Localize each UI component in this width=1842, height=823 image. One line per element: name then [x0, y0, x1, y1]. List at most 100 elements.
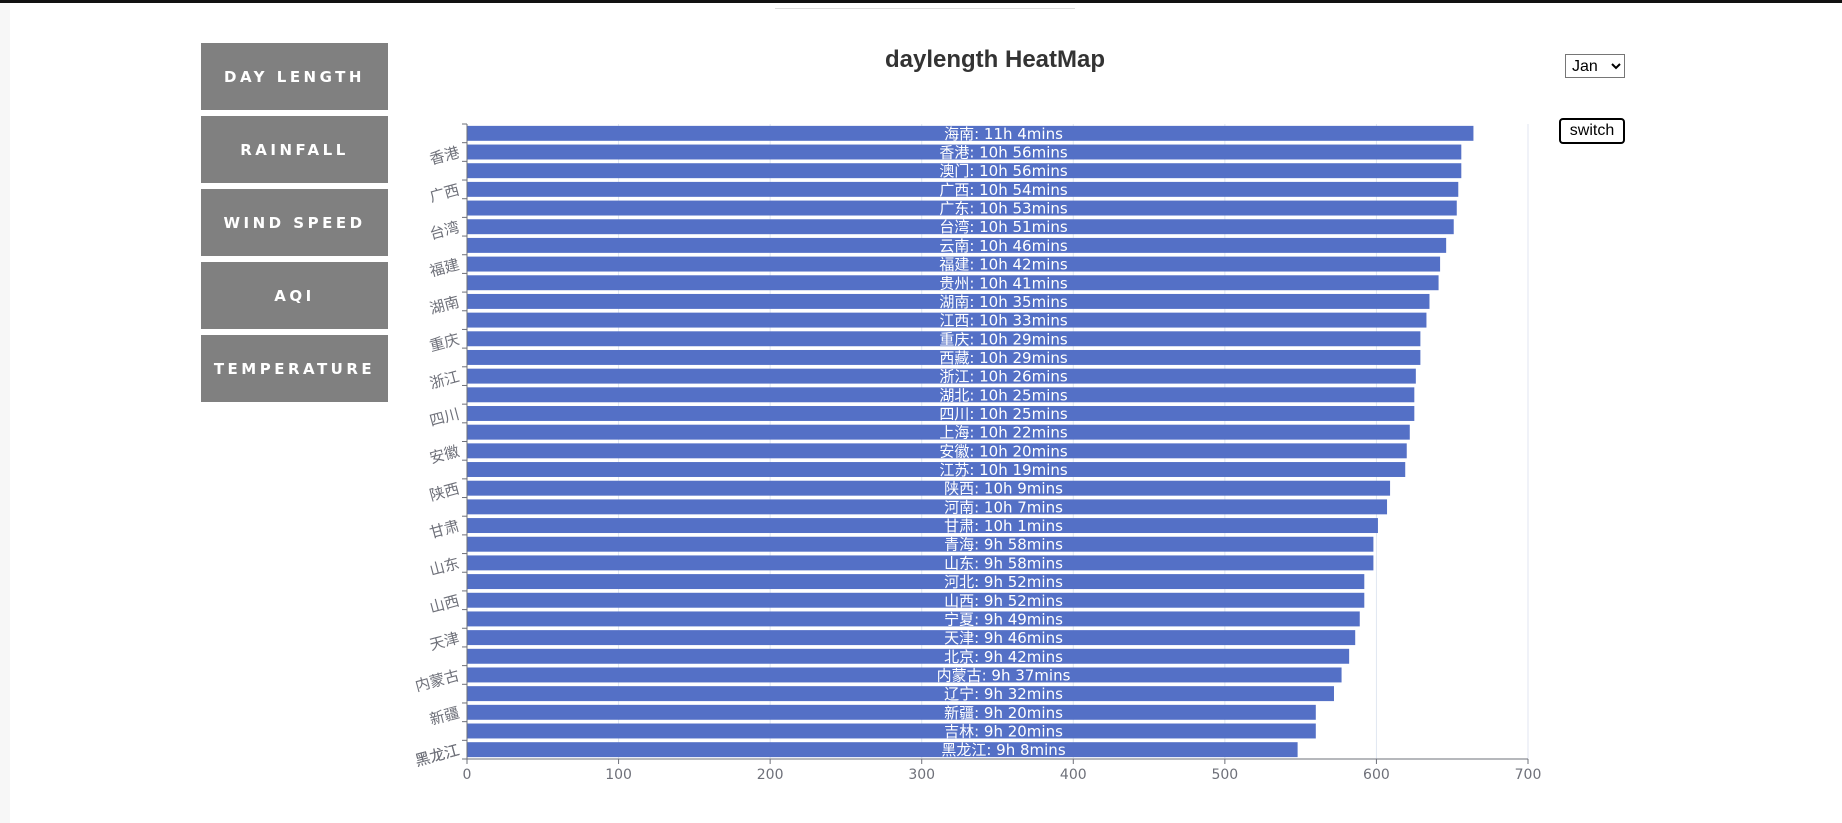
bar-内蒙古 [467, 667, 1342, 683]
bar-data-label: 上海: 10h 22mins [939, 424, 1068, 442]
bar-data-label: 河北: 9h 52mins [944, 573, 1063, 591]
bar-四川 [467, 406, 1415, 421]
y-tick-label: 黑龙江 [413, 741, 461, 770]
bar-安徽 [467, 443, 1407, 459]
bar-data-label: 香港: 10h 56mins [939, 144, 1068, 162]
bar-data-label: 陕西: 10h 9mins [944, 480, 1063, 498]
bar-台湾 [467, 219, 1454, 235]
bar-江西 [467, 312, 1427, 328]
bar-data-label: 黑龙江: 9h 8mins [941, 741, 1065, 759]
bar-data-label: 台湾: 10h 51mins [939, 218, 1068, 236]
bar-辽宁 [467, 686, 1334, 702]
bar-陕西 [467, 480, 1391, 496]
y-tick-label: 安徽 [428, 442, 462, 467]
metric-nav: DAY LENGTH RAINFALL WIND SPEED AQI TEMPE… [201, 43, 388, 408]
x-tick-label: 100 [605, 767, 632, 783]
bar-data-label: 澳门: 10h 56mins [939, 162, 1068, 180]
month-select[interactable]: Jan [1565, 54, 1625, 78]
bar-北京 [467, 648, 1350, 664]
bar-data-label: 内蒙古: 9h 37mins [937, 666, 1071, 684]
y-tick-label: 天津 [428, 629, 462, 654]
window-top-border [0, 0, 1842, 3]
bar-上海 [467, 424, 1410, 440]
bar-data-label: 广东: 10h 53mins [939, 200, 1068, 218]
nav-day-length-button[interactable]: DAY LENGTH [201, 43, 388, 110]
y-tick-label: 福建 [428, 255, 462, 280]
bar-data-label: 天津: 9h 46mins [944, 629, 1063, 647]
bar-河北 [467, 574, 1365, 590]
bar-山西 [467, 592, 1365, 608]
bar-data-label: 山西: 9h 52mins [944, 592, 1063, 610]
nav-aqi-button[interactable]: AQI [201, 262, 388, 329]
bar-河南 [467, 499, 1388, 515]
bar-黑龙江 [467, 742, 1298, 758]
y-tick-label: 浙江 [428, 367, 462, 392]
bar-data-label: 云南: 10h 46mins [939, 237, 1068, 255]
y-tick-label: 重庆 [428, 330, 462, 355]
bar-data-label: 湖南: 10h 35mins [939, 293, 1068, 311]
bar-江苏 [467, 462, 1406, 477]
bar-data-label: 四川: 10h 25mins [939, 405, 1068, 423]
nav-rainfall-button[interactable]: RAINFALL [201, 116, 388, 183]
x-tick-label: 400 [1060, 767, 1087, 783]
bar-data-label: 河南: 10h 7mins [944, 498, 1063, 516]
nav-wind-speed-button[interactable]: WIND SPEED [201, 189, 388, 256]
bar-data-label: 广西: 10h 54mins [939, 181, 1068, 199]
y-tick-label: 广西 [428, 181, 462, 206]
nav-temperature-button[interactable]: TEMPERATURE [201, 335, 388, 402]
bar-天津 [467, 630, 1356, 646]
bar-广东 [467, 200, 1457, 216]
bar-云南 [467, 237, 1447, 253]
bar-重庆 [467, 331, 1421, 347]
bar-data-label: 湖北: 10h 25mins [939, 386, 1068, 404]
bar-data-label: 新疆: 9h 20mins [944, 704, 1063, 722]
x-tick-label: 500 [1211, 767, 1238, 783]
switch-button[interactable]: switch [1559, 118, 1625, 144]
bar-山东 [467, 555, 1374, 571]
bar-data-label: 宁夏: 9h 49mins [944, 610, 1063, 628]
bar-data-label: 西藏: 10h 29mins [939, 349, 1068, 367]
bar-海南 [467, 125, 1474, 141]
bar-data-label: 山东: 9h 58mins [944, 554, 1063, 572]
bar-湖北 [467, 387, 1415, 403]
bar-data-label: 青海: 9h 58mins [944, 536, 1063, 554]
bar-吉林 [467, 723, 1316, 739]
bar-data-label: 海南: 11h 4mins [944, 125, 1063, 143]
y-tick-label: 内蒙古 [413, 666, 461, 695]
bar-青海 [467, 536, 1374, 552]
bar-data-label: 吉林: 9h 20mins [944, 722, 1063, 740]
bar-贵州 [467, 275, 1439, 291]
x-tick-label: 600 [1363, 767, 1390, 783]
y-tick-label: 四川 [428, 405, 462, 430]
bar-data-label: 福建: 10h 42mins [939, 256, 1068, 274]
bar-data-label: 浙江: 10h 26mins [939, 368, 1068, 386]
bar-data-label: 江苏: 10h 19mins [939, 461, 1068, 479]
x-tick-label: 300 [908, 767, 935, 783]
bar-data-label: 甘肃: 10h 1mins [944, 517, 1063, 535]
bar-data-label: 辽宁: 9h 32mins [944, 685, 1063, 703]
x-tick-label: 0 [463, 767, 472, 783]
window-left-border [0, 3, 10, 823]
bar-西藏 [467, 349, 1421, 365]
bar-广西 [467, 181, 1459, 197]
y-tick-label: 台湾 [428, 218, 462, 243]
bar-香港 [467, 144, 1462, 160]
y-tick-label: 香港 [428, 143, 462, 168]
bar-data-label: 江西: 10h 33mins [939, 312, 1068, 330]
bar-福建 [467, 256, 1441, 272]
y-tick-label: 新疆 [428, 704, 462, 729]
y-tick-label: 湖南 [428, 293, 462, 318]
bar-澳门 [467, 163, 1462, 179]
chart-title: daylength HeatMap [884, 46, 1106, 73]
x-tick-label: 200 [757, 767, 784, 783]
x-tick-label: 700 [1515, 767, 1542, 783]
bar-data-label: 北京: 9h 42mins [944, 648, 1063, 666]
top-divider [775, 8, 1075, 9]
bar-湖南 [467, 293, 1430, 309]
y-tick-label: 山东 [428, 554, 462, 579]
y-tick-label: 甘肃 [428, 517, 462, 542]
bar-甘肃 [467, 518, 1378, 534]
bar-data-label: 贵州: 10h 41mins [939, 274, 1068, 292]
y-tick-label: 陕西 [428, 479, 462, 504]
